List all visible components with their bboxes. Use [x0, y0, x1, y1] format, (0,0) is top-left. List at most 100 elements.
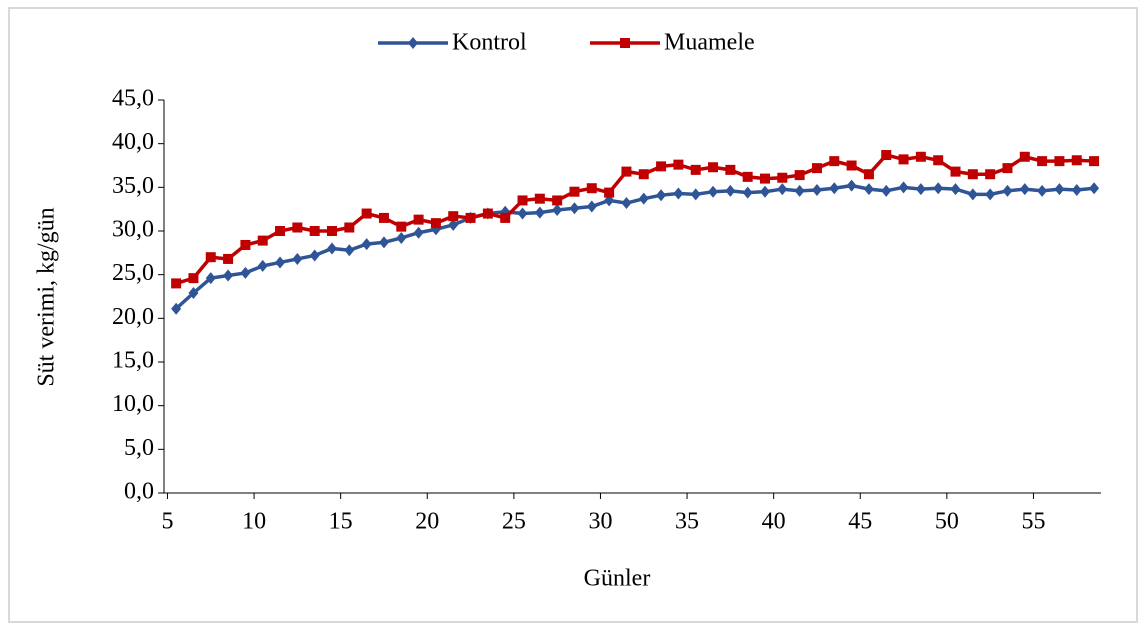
marker	[552, 195, 563, 206]
marker	[898, 181, 909, 194]
marker	[759, 185, 770, 198]
marker	[275, 256, 286, 269]
marker	[327, 242, 338, 255]
marker	[673, 187, 684, 200]
marker	[1054, 183, 1065, 196]
marker	[759, 173, 770, 184]
marker	[569, 202, 580, 215]
x-tick-label: 45	[848, 509, 872, 535]
marker	[690, 188, 701, 201]
x-tick-label: 15	[329, 509, 353, 535]
marker	[517, 195, 528, 206]
marker	[465, 212, 476, 223]
marker	[327, 226, 338, 236]
marker	[673, 159, 684, 170]
marker	[621, 197, 632, 210]
marker	[1037, 156, 1048, 167]
marker	[378, 236, 389, 249]
marker	[794, 170, 805, 181]
y-tick-label: 25,0	[112, 260, 154, 286]
marker	[1071, 183, 1082, 196]
marker	[638, 169, 649, 180]
x-tick-label: 55	[1021, 509, 1045, 535]
marker	[898, 154, 909, 165]
marker	[413, 226, 424, 239]
marker	[448, 211, 459, 222]
marker	[811, 183, 822, 196]
marker	[604, 187, 615, 198]
marker	[915, 183, 926, 196]
marker	[863, 183, 874, 196]
marker	[777, 183, 788, 196]
marker	[344, 222, 355, 233]
y-tick-label: 30,0	[112, 217, 154, 243]
x-tick-label: 30	[588, 509, 612, 535]
legend-label: Kontrol	[452, 30, 527, 56]
marker	[240, 239, 251, 250]
y-axis-title: Süt verimi, kg/gün	[34, 207, 60, 386]
marker	[829, 182, 840, 195]
marker	[413, 214, 424, 225]
marker	[881, 150, 892, 161]
legend-marker	[408, 37, 418, 49]
marker	[1089, 182, 1100, 195]
marker	[188, 273, 199, 284]
marker	[223, 269, 234, 282]
marker	[725, 164, 736, 175]
marker	[188, 287, 199, 300]
marker	[1054, 156, 1065, 167]
marker	[638, 192, 649, 205]
y-tick-label: 40,0	[112, 129, 154, 155]
marker	[430, 218, 441, 229]
marker	[309, 226, 320, 236]
marker	[1037, 184, 1048, 197]
marker	[205, 272, 216, 285]
y-tick-label: 35,0	[112, 173, 154, 199]
marker	[846, 179, 857, 192]
x-tick-label: 40	[762, 509, 786, 535]
marker	[1019, 151, 1030, 162]
marker	[257, 259, 268, 272]
marker	[517, 207, 528, 220]
marker	[171, 302, 182, 315]
marker	[309, 249, 320, 262]
marker	[656, 189, 667, 202]
y-tick-label: 15,0	[112, 348, 154, 374]
chart-frame	[8, 7, 1138, 623]
marker	[569, 186, 580, 197]
marker	[1089, 156, 1100, 167]
marker	[361, 238, 372, 251]
marker	[933, 155, 944, 166]
marker	[690, 164, 701, 175]
marker	[915, 151, 926, 162]
marker	[725, 184, 736, 197]
marker	[552, 204, 563, 217]
marker	[448, 218, 459, 231]
marker	[240, 266, 251, 279]
marker	[275, 226, 286, 236]
marker	[967, 169, 978, 180]
marker	[257, 235, 268, 246]
marker	[1002, 184, 1013, 197]
marker	[933, 182, 944, 195]
marker	[985, 169, 996, 180]
marker	[846, 160, 857, 171]
marker	[500, 212, 511, 223]
marker	[656, 161, 667, 172]
x-tick-label: 10	[242, 509, 266, 535]
y-tick-label: 5,0	[124, 435, 154, 461]
marker	[985, 188, 996, 201]
x-tick-label: 5	[161, 509, 173, 535]
marker	[950, 183, 961, 196]
x-tick-label: 50	[935, 509, 959, 535]
marker	[534, 206, 545, 219]
marker	[361, 208, 372, 219]
marker	[794, 184, 805, 197]
marker	[205, 252, 216, 263]
marker	[967, 188, 978, 201]
x-axis-title: Günler	[584, 566, 651, 592]
marker	[863, 169, 874, 180]
x-tick-label: 20	[415, 509, 439, 535]
marker	[171, 278, 182, 289]
marker	[1071, 155, 1082, 166]
